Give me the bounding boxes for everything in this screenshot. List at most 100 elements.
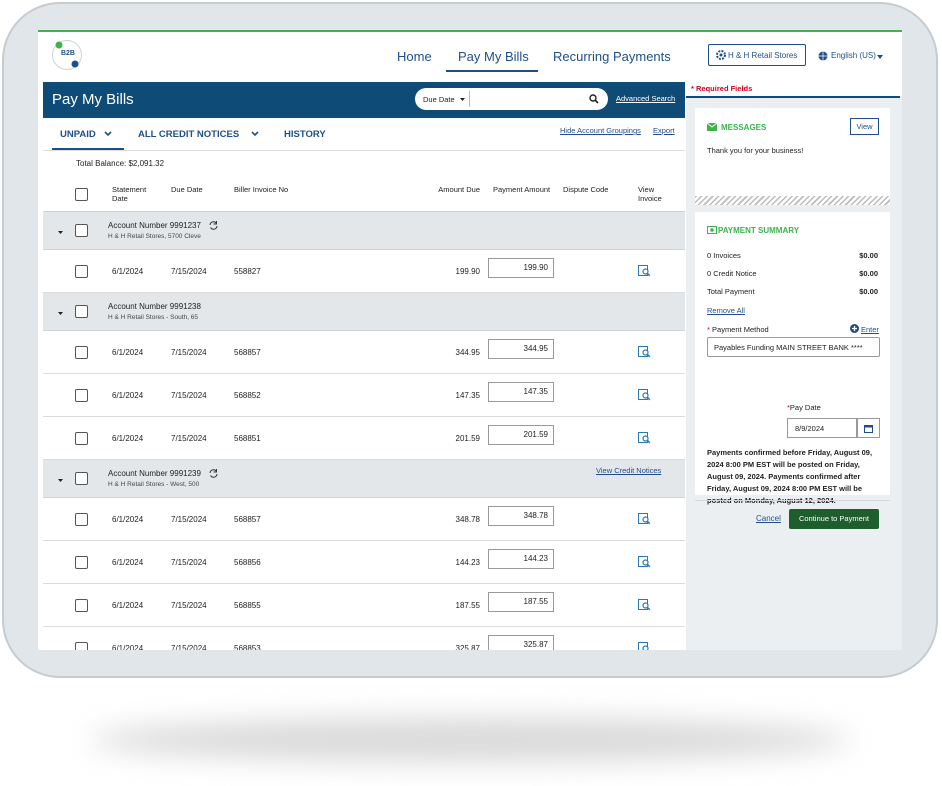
column-header: Statement Date (112, 185, 147, 203)
money-icon (707, 226, 717, 234)
enter-link[interactable]: Enter (861, 325, 879, 334)
calendar-button[interactable] (857, 418, 880, 438)
row-checkbox[interactable] (75, 265, 88, 278)
payment-summary-card: PAYMENT SUMMARY 0 Invoices $0.00 0 Credit … (695, 212, 890, 505)
account-address: H & H Retail Stores - South, 65 (108, 314, 198, 321)
search-icon[interactable] (589, 94, 599, 104)
due-date: 7/15/2024 (171, 348, 207, 357)
search-box[interactable]: Due Date (415, 88, 608, 110)
gear-icon (716, 50, 726, 60)
amount-due: 325.87 (455, 644, 480, 650)
collapse-caret (58, 476, 63, 485)
date-value: 8/9/2024 (795, 424, 825, 433)
logo[interactable]: B2B (52, 40, 82, 70)
nav-link[interactable]: Pay My Bills (458, 49, 529, 64)
method-label: * Payment Method (707, 325, 769, 334)
view-credit-notices-link[interactable]: View Credit Notices (596, 466, 662, 475)
view-invoice-icon-glyph (638, 265, 651, 277)
invoice-number: 568857 (234, 348, 261, 357)
method-value: Payables Funding MAIN STREET BANK **** (714, 343, 863, 352)
payment-amount: 201.59 (523, 430, 548, 439)
row-checkbox[interactable] (75, 556, 88, 569)
payment-amount-input[interactable]: 201.59 (488, 425, 554, 445)
nav-link[interactable]: Recurring Payments (553, 49, 671, 64)
tab[interactable]: UNPAID (60, 129, 96, 140)
account-group-row: Account Number 9991237 H & H Retail Store… (43, 212, 685, 250)
amount-due: 344.95 (455, 348, 480, 357)
total-balance: Total Balance: $2,091.32 (76, 159, 165, 168)
required-mark: * (787, 403, 790, 412)
header-divider (43, 211, 685, 212)
statement-date: 6/1/2024 (112, 515, 144, 524)
payment-amount-input[interactable]: 144.23 (488, 549, 554, 569)
date-label: *Pay Date (787, 403, 821, 412)
group-checkbox[interactable] (75, 472, 88, 485)
payment-amount: 144.23 (523, 554, 548, 563)
language-caret (877, 55, 883, 59)
date-input[interactable]: 8/9/2024 (787, 418, 857, 438)
view-invoice-icon (638, 432, 651, 446)
messages-view-button[interactable]: View (850, 118, 879, 135)
filter-caret (460, 98, 465, 101)
invoice-number: 568857 (234, 515, 261, 524)
summary-amount: $0.00 (859, 287, 878, 296)
invoice-row: 6/1/2024 7/15/2024 558827 199.90 199.90 (43, 250, 685, 293)
column-header: Dispute Code (563, 185, 609, 194)
payment-amount-input[interactable]: 344.95 (488, 339, 554, 359)
row-checkbox[interactable] (75, 432, 88, 445)
payment-amount-input[interactable]: 325.87 (488, 635, 554, 650)
export-link[interactable]: Export (653, 126, 675, 135)
advanced-search-link[interactable]: Advanced Search (616, 94, 676, 103)
view-invoice-icon-glyph (638, 432, 651, 444)
sync-icon (208, 468, 219, 481)
tab[interactable]: ALL CREDIT NOTICES (138, 129, 240, 140)
plus-icon (850, 324, 859, 333)
payment-amount-input[interactable]: 348.78 (488, 506, 554, 526)
invoice-number: 558827 (234, 267, 261, 276)
cancel-link[interactable]: Cancel (756, 514, 781, 523)
account-number: Account Number 9991239 (108, 469, 201, 478)
method-select[interactable]: Payables Funding MAIN STREET BANK **** (707, 337, 880, 357)
row-checkbox[interactable] (75, 346, 88, 359)
invoice-number: 568856 (234, 558, 261, 567)
column-header: Payment Amount (493, 185, 551, 194)
store-button[interactable]: H & H Retail Stores (708, 44, 806, 66)
invoice-number: 568855 (234, 601, 261, 610)
search-filter[interactable]: Due Date (423, 95, 455, 104)
invoice-number: 568853 (234, 644, 261, 650)
due-date: 7/15/2024 (171, 558, 207, 567)
tab[interactable]: HISTORY (284, 129, 326, 140)
due-date: 7/15/2024 (171, 515, 207, 524)
nav-link[interactable]: Home (397, 49, 432, 64)
row-checkbox[interactable] (75, 599, 88, 612)
payment-amount-input[interactable]: 199.90 (488, 258, 554, 278)
row-checkbox[interactable] (75, 642, 88, 650)
payment-amount-input[interactable]: 187.55 (488, 592, 554, 612)
amount-due: 348.78 (455, 515, 480, 524)
remove-all-link[interactable]: Remove All (707, 306, 745, 315)
messages-card: MESSAGES View Thank you for your busines… (695, 108, 890, 205)
language-selector[interactable]: English (US) (831, 51, 876, 60)
view-invoice-icon-glyph (638, 513, 651, 525)
invoice-row: 6/1/2024 7/15/2024 568857 348.78 348.78 (43, 498, 685, 541)
account-number: Account Number 9991238 (108, 302, 201, 311)
tab-chevron (251, 131, 259, 137)
continue-button[interactable]: Continue to Payment (789, 509, 879, 529)
statement-date: 6/1/2024 (112, 391, 144, 400)
statement-date: 6/1/2024 (112, 644, 144, 650)
account-address: H & H Retail Stores - West, 500 (108, 481, 200, 488)
group-checkbox[interactable] (75, 224, 88, 237)
hatch (695, 196, 890, 205)
row-checkbox[interactable] (75, 513, 88, 526)
payment-amount: 344.95 (523, 344, 548, 353)
payment-amount: 325.87 (523, 640, 548, 649)
account-address: H & H Retail Stores, 5700 Cleve (108, 233, 201, 240)
payment-amount-input[interactable]: 147.35 (488, 382, 554, 402)
group-checkbox[interactable] (75, 305, 88, 318)
row-checkbox[interactable] (75, 389, 88, 402)
summary-amount: $0.00 (859, 251, 878, 260)
column-header: Due Date (171, 185, 203, 194)
select-all-checkbox[interactable] (75, 188, 88, 201)
hide-groupings-link[interactable]: Hide Account Groupings (560, 126, 641, 135)
amount-due: 144.23 (455, 558, 480, 567)
